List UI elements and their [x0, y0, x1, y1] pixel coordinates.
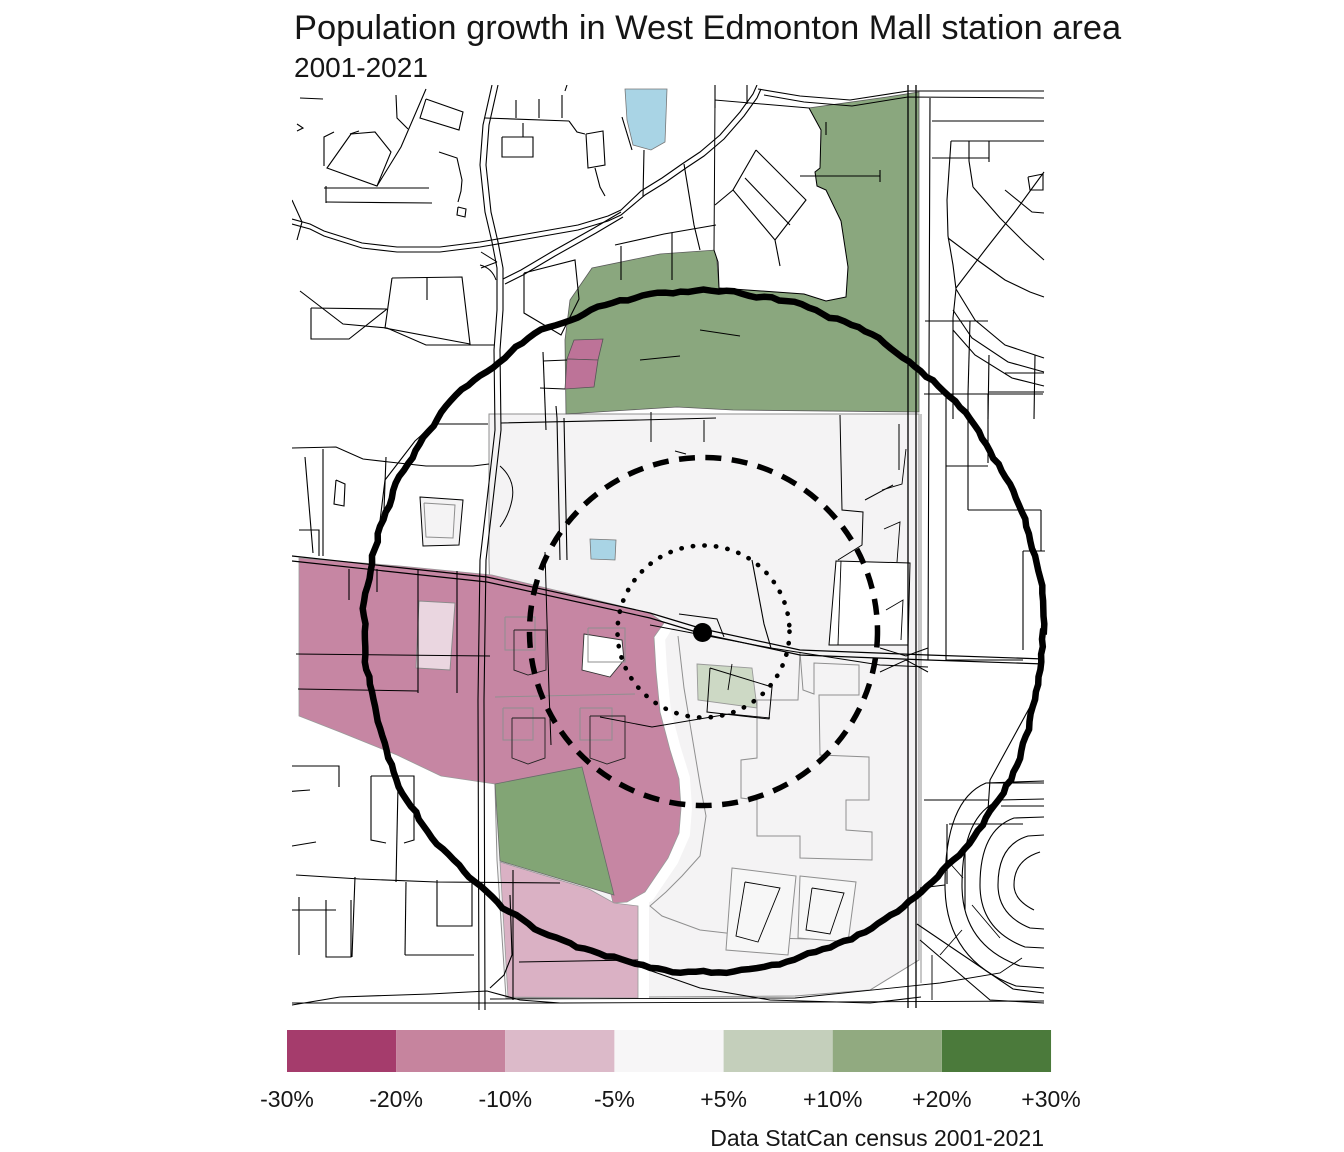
svg-text:2001-2021: 2001-2021 — [294, 52, 428, 83]
svg-text:+20%: +20% — [912, 1086, 971, 1112]
svg-text:+30%: +30% — [1021, 1086, 1080, 1112]
svg-text:-5%: -5% — [594, 1086, 635, 1112]
svg-text:+5%: +5% — [700, 1086, 747, 1112]
svg-text:-10%: -10% — [478, 1086, 532, 1112]
svg-text:Data StatCan census 2001-2021: Data StatCan census 2001-2021 — [710, 1125, 1044, 1151]
svg-text:-20%: -20% — [369, 1086, 423, 1112]
svg-text:+10%: +10% — [803, 1086, 862, 1112]
svg-text:Population growth in West Edmo: Population growth in West Edmonton Mall … — [294, 9, 1122, 47]
svg-text:-30%: -30% — [260, 1086, 314, 1112]
